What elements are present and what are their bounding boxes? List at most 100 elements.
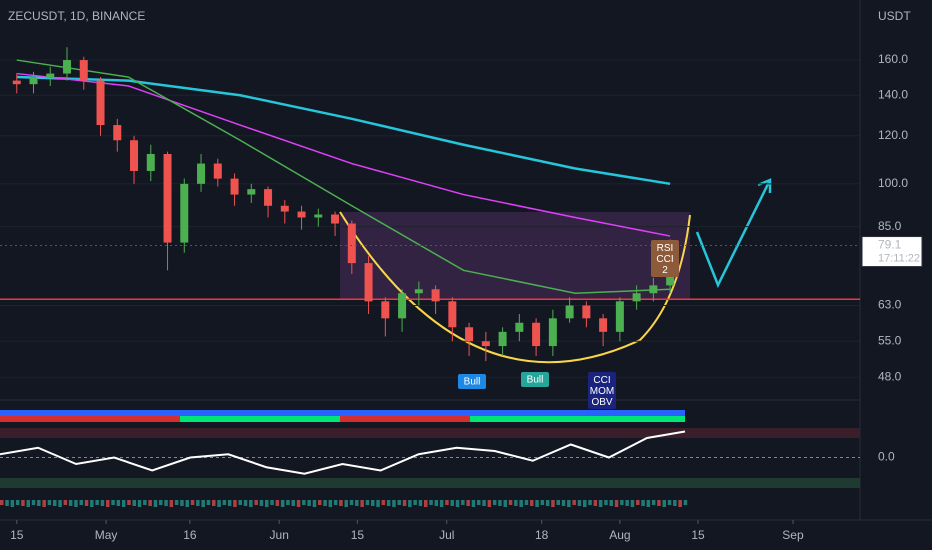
annotation-box [651,240,679,277]
histogram-strip [58,500,62,507]
histogram-strip [646,500,651,507]
histogram-strip [413,500,417,505]
histogram-strip [376,500,380,507]
histogram-strip [153,500,158,507]
x-tick-label: May [95,528,118,542]
histogram-strip [498,500,502,506]
candle-body [180,183,189,243]
histogram-strip [524,500,529,505]
oscillator-line [0,430,686,475]
histogram-strip [106,500,110,507]
histogram-strip [296,500,301,507]
moving-average [16,72,671,237]
x-tick-label: 15 [691,528,705,542]
histogram-strip [614,500,619,507]
histogram-strip [397,500,401,505]
annotation: CCI MOM OBV [590,375,614,408]
x-tick-label: Jul [439,528,454,542]
histogram-strip [307,500,311,506]
candle-body [146,153,155,171]
histogram-strip [455,500,460,507]
histogram-strip [286,500,290,505]
histogram-strip [249,500,253,507]
histogram-strip [254,500,258,505]
band [0,428,860,438]
histogram-strip [445,500,449,505]
annotation: Bull [464,377,481,388]
histogram-strip [365,500,370,505]
candle-body [481,341,490,347]
histogram-strip [116,500,121,506]
histogram-strip [381,500,386,505]
candle-body [381,301,390,319]
annotation-box [458,374,486,389]
histogram-strip [280,500,285,507]
candle-body [314,214,323,218]
histogram-strip [79,500,83,505]
histogram-strip [243,500,248,506]
candle-body [649,285,658,294]
histogram-strip [604,500,608,505]
histogram-strip [439,500,444,507]
candle-body [79,60,88,81]
histogram-strip [31,500,36,505]
histogram-strip [530,500,534,506]
y-tick-label: 160.0 [878,52,908,66]
histogram-strip [402,500,407,506]
histogram-strip [561,500,566,506]
histogram-strip [68,500,73,506]
histogram-strip [233,500,237,507]
candle-body [498,331,507,347]
histogram-strip [598,500,603,507]
histogram-strip [683,500,688,505]
y-tick-label: 85.0 [878,219,902,233]
x-tick-label: Jun [270,528,289,542]
candle-body [280,205,289,212]
histogram-strip [583,500,587,507]
band [0,478,860,488]
histogram-strip [514,500,518,506]
histogram-strip [535,500,539,507]
histogram-strip [450,500,454,506]
annotation-box [521,372,549,387]
histogram-strip [344,500,348,507]
histogram-strip [270,500,274,505]
histogram-strip [318,500,322,505]
annotation: Bull [527,375,544,386]
histogram-strip [328,500,333,507]
histogram-strip [21,500,25,506]
candle-body [163,153,172,243]
histogram-strip [620,500,624,505]
histogram-strip [259,500,264,506]
histogram-strip [201,500,205,507]
y-tick-label: 0.0 [878,450,895,464]
histogram-strip [148,500,152,506]
histogram-strip [477,500,481,505]
candle-body [247,189,256,195]
histogram-strip [434,500,439,506]
histogram-strip [651,500,656,505]
candle-body [230,178,239,195]
histogram-strip [174,500,179,505]
x-tick-label: Sep [782,528,804,542]
candle-body [465,327,474,342]
histogram-strip [180,500,184,506]
candle-body [297,211,306,218]
candle-body [12,80,21,85]
cup-curve [339,211,691,364]
y-tick-label: 100.0 [878,176,908,190]
candle-body [582,305,591,319]
histogram-strip [508,500,513,505]
histogram-strip [667,500,672,505]
histogram-strip [429,500,433,505]
x-tick-label: 16 [183,528,197,542]
histogram-strip [63,500,68,505]
histogram-strip [418,500,423,506]
candle-body [565,305,574,319]
histogram-strip [159,500,163,505]
candle-body [448,301,457,328]
histogram-strip [15,500,20,505]
histogram-strip [371,500,375,506]
histogram-strip [577,500,582,506]
